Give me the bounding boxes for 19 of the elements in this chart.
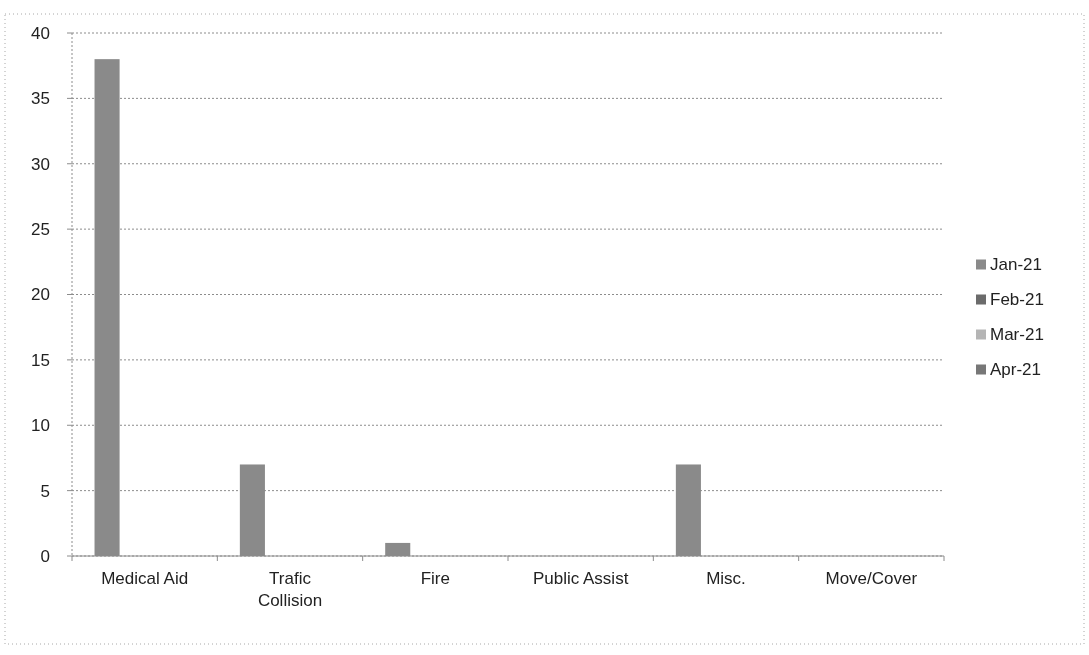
legend-label: Jan-21: [990, 255, 1042, 275]
y-tick-label: 15: [31, 350, 50, 370]
x-tick-label: Public Assist: [532, 569, 629, 588]
y-tick-label: 40: [31, 23, 50, 43]
y-tick-label: 20: [31, 285, 50, 305]
y-tick-label: 0: [40, 546, 50, 566]
legend-label: Feb-21: [990, 290, 1044, 310]
x-tick-label: Misc.: [706, 569, 746, 588]
y-tick-label: 30: [31, 154, 50, 174]
x-tick-label: Fire: [420, 569, 450, 588]
x-tick-label: Trafic Collision: [257, 569, 323, 611]
y-tick-label: 5: [40, 481, 50, 501]
y-tick-label: 35: [31, 89, 50, 109]
y-tick-label: 25: [31, 220, 50, 240]
legend-label: Apr-21: [990, 360, 1042, 380]
x-tick-label: Medical Aid: [101, 569, 189, 588]
y-tick-label: 10: [31, 416, 50, 436]
legend-label: Mar-21: [990, 325, 1044, 345]
x-tick-label: Move/Cover: [825, 569, 918, 588]
